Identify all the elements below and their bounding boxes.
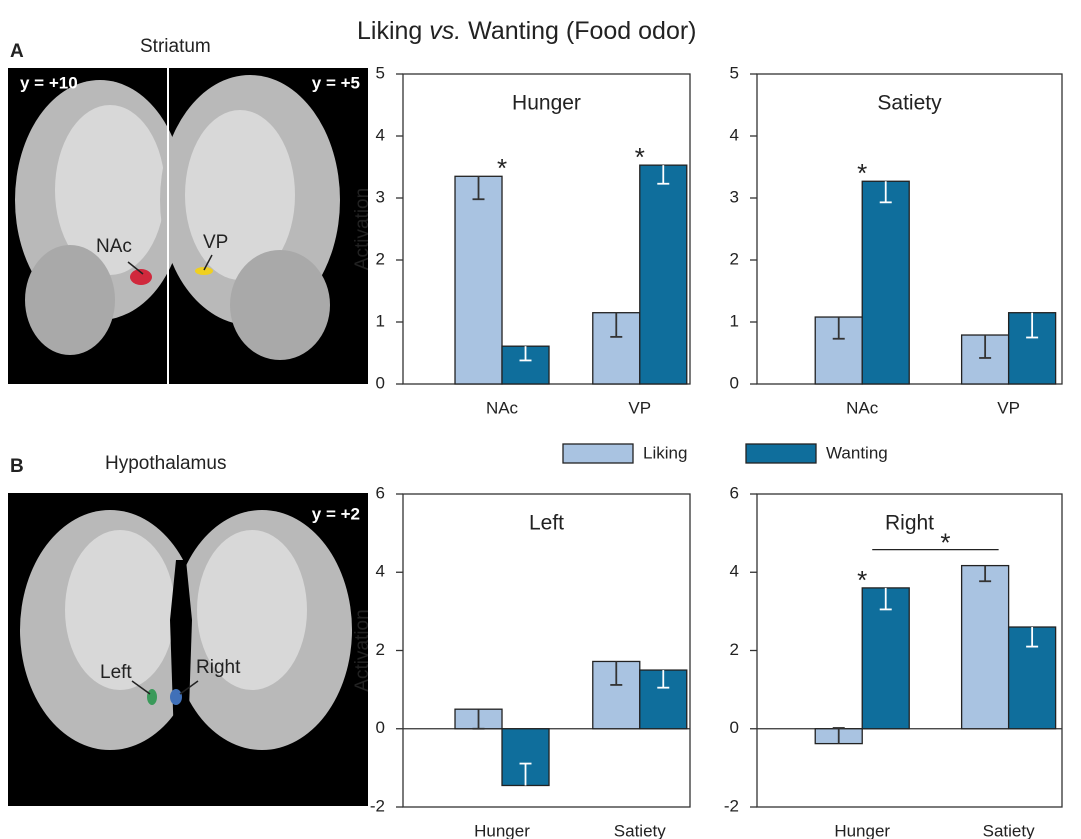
- legend-swatch: [562, 443, 634, 464]
- y-tick-label: 6: [376, 483, 385, 502]
- y-tick-label: 0: [376, 373, 385, 392]
- y-axis-label: Activation: [352, 609, 373, 691]
- y-tick-label: 0: [730, 718, 739, 737]
- x-tick-label: NAc: [486, 398, 519, 417]
- y-tick-label: 2: [376, 249, 385, 268]
- panel-title: Striatum: [140, 36, 211, 57]
- x-tick-label: Hunger: [474, 821, 530, 839]
- y-tick-label: 2: [376, 640, 385, 659]
- legend-swatch: [745, 443, 817, 464]
- bar: [639, 164, 688, 385]
- slice-label: y = +10: [20, 73, 78, 92]
- y-tick-label: 1: [376, 311, 385, 330]
- chart-title: Right: [885, 512, 934, 535]
- x-tick-label: Satiety: [614, 821, 666, 839]
- figure-title: Liking vs. Wanting (Food odor): [357, 17, 697, 45]
- bar: [960, 564, 1010, 730]
- x-tick-label: Hunger: [834, 821, 890, 839]
- brain-image-b: [8, 493, 368, 806]
- y-tick-label: -2: [370, 796, 385, 815]
- x-tick-label: NAc: [846, 398, 879, 417]
- significance-mark: *: [857, 565, 867, 595]
- title-part: Wanting (Food odor): [461, 17, 696, 45]
- y-tick-label: 5: [376, 63, 385, 82]
- y-tick-label: 6: [730, 483, 739, 502]
- panel-letter: B: [10, 456, 24, 477]
- y-tick-label: 3: [376, 187, 385, 206]
- x-tick-label: VP: [997, 398, 1020, 417]
- chart-title: Hunger: [512, 92, 581, 115]
- region-label: Right: [196, 657, 241, 678]
- chart-title: Left: [529, 512, 564, 535]
- x-tick-label: Satiety: [983, 821, 1035, 839]
- y-tick-label: 4: [730, 125, 739, 144]
- x-tick-label: VP: [628, 398, 651, 417]
- significance-mark: *: [857, 158, 867, 188]
- significance-mark: *: [940, 527, 950, 557]
- panel-title: Hypothalamus: [105, 453, 226, 474]
- y-tick-label: 0: [376, 718, 385, 737]
- y-tick-label: -2: [724, 796, 739, 815]
- y-tick-label: 1: [730, 311, 739, 330]
- bar: [861, 180, 910, 385]
- region-label: VP: [203, 232, 228, 253]
- brain-image-a: [8, 68, 368, 384]
- chart-title: Satiety: [877, 92, 942, 115]
- bar: [861, 587, 910, 730]
- slice-label: y = +2: [312, 504, 360, 523]
- y-tick-label: 4: [376, 125, 385, 144]
- region-label: NAc: [96, 236, 132, 257]
- y-tick-label: 0: [730, 373, 739, 392]
- bar: [454, 175, 503, 385]
- significance-mark: *: [635, 142, 645, 172]
- y-tick-label: 2: [730, 249, 739, 268]
- y-tick-label: 4: [730, 562, 739, 581]
- y-tick-label: 3: [730, 187, 739, 206]
- panel-letter: A: [10, 41, 24, 62]
- y-tick-label: 4: [376, 562, 385, 581]
- y-axis-label: Activation: [352, 188, 373, 270]
- legend-label: Liking: [643, 443, 687, 462]
- title-part: Liking: [357, 17, 429, 45]
- legend-label: Wanting: [826, 443, 888, 462]
- slice-label: y = +5: [312, 73, 360, 92]
- y-tick-label: 2: [730, 640, 739, 659]
- significance-mark: *: [497, 153, 507, 183]
- y-tick-label: 5: [730, 63, 739, 82]
- region-label: Left: [100, 662, 132, 683]
- title-part: vs.: [429, 17, 461, 45]
